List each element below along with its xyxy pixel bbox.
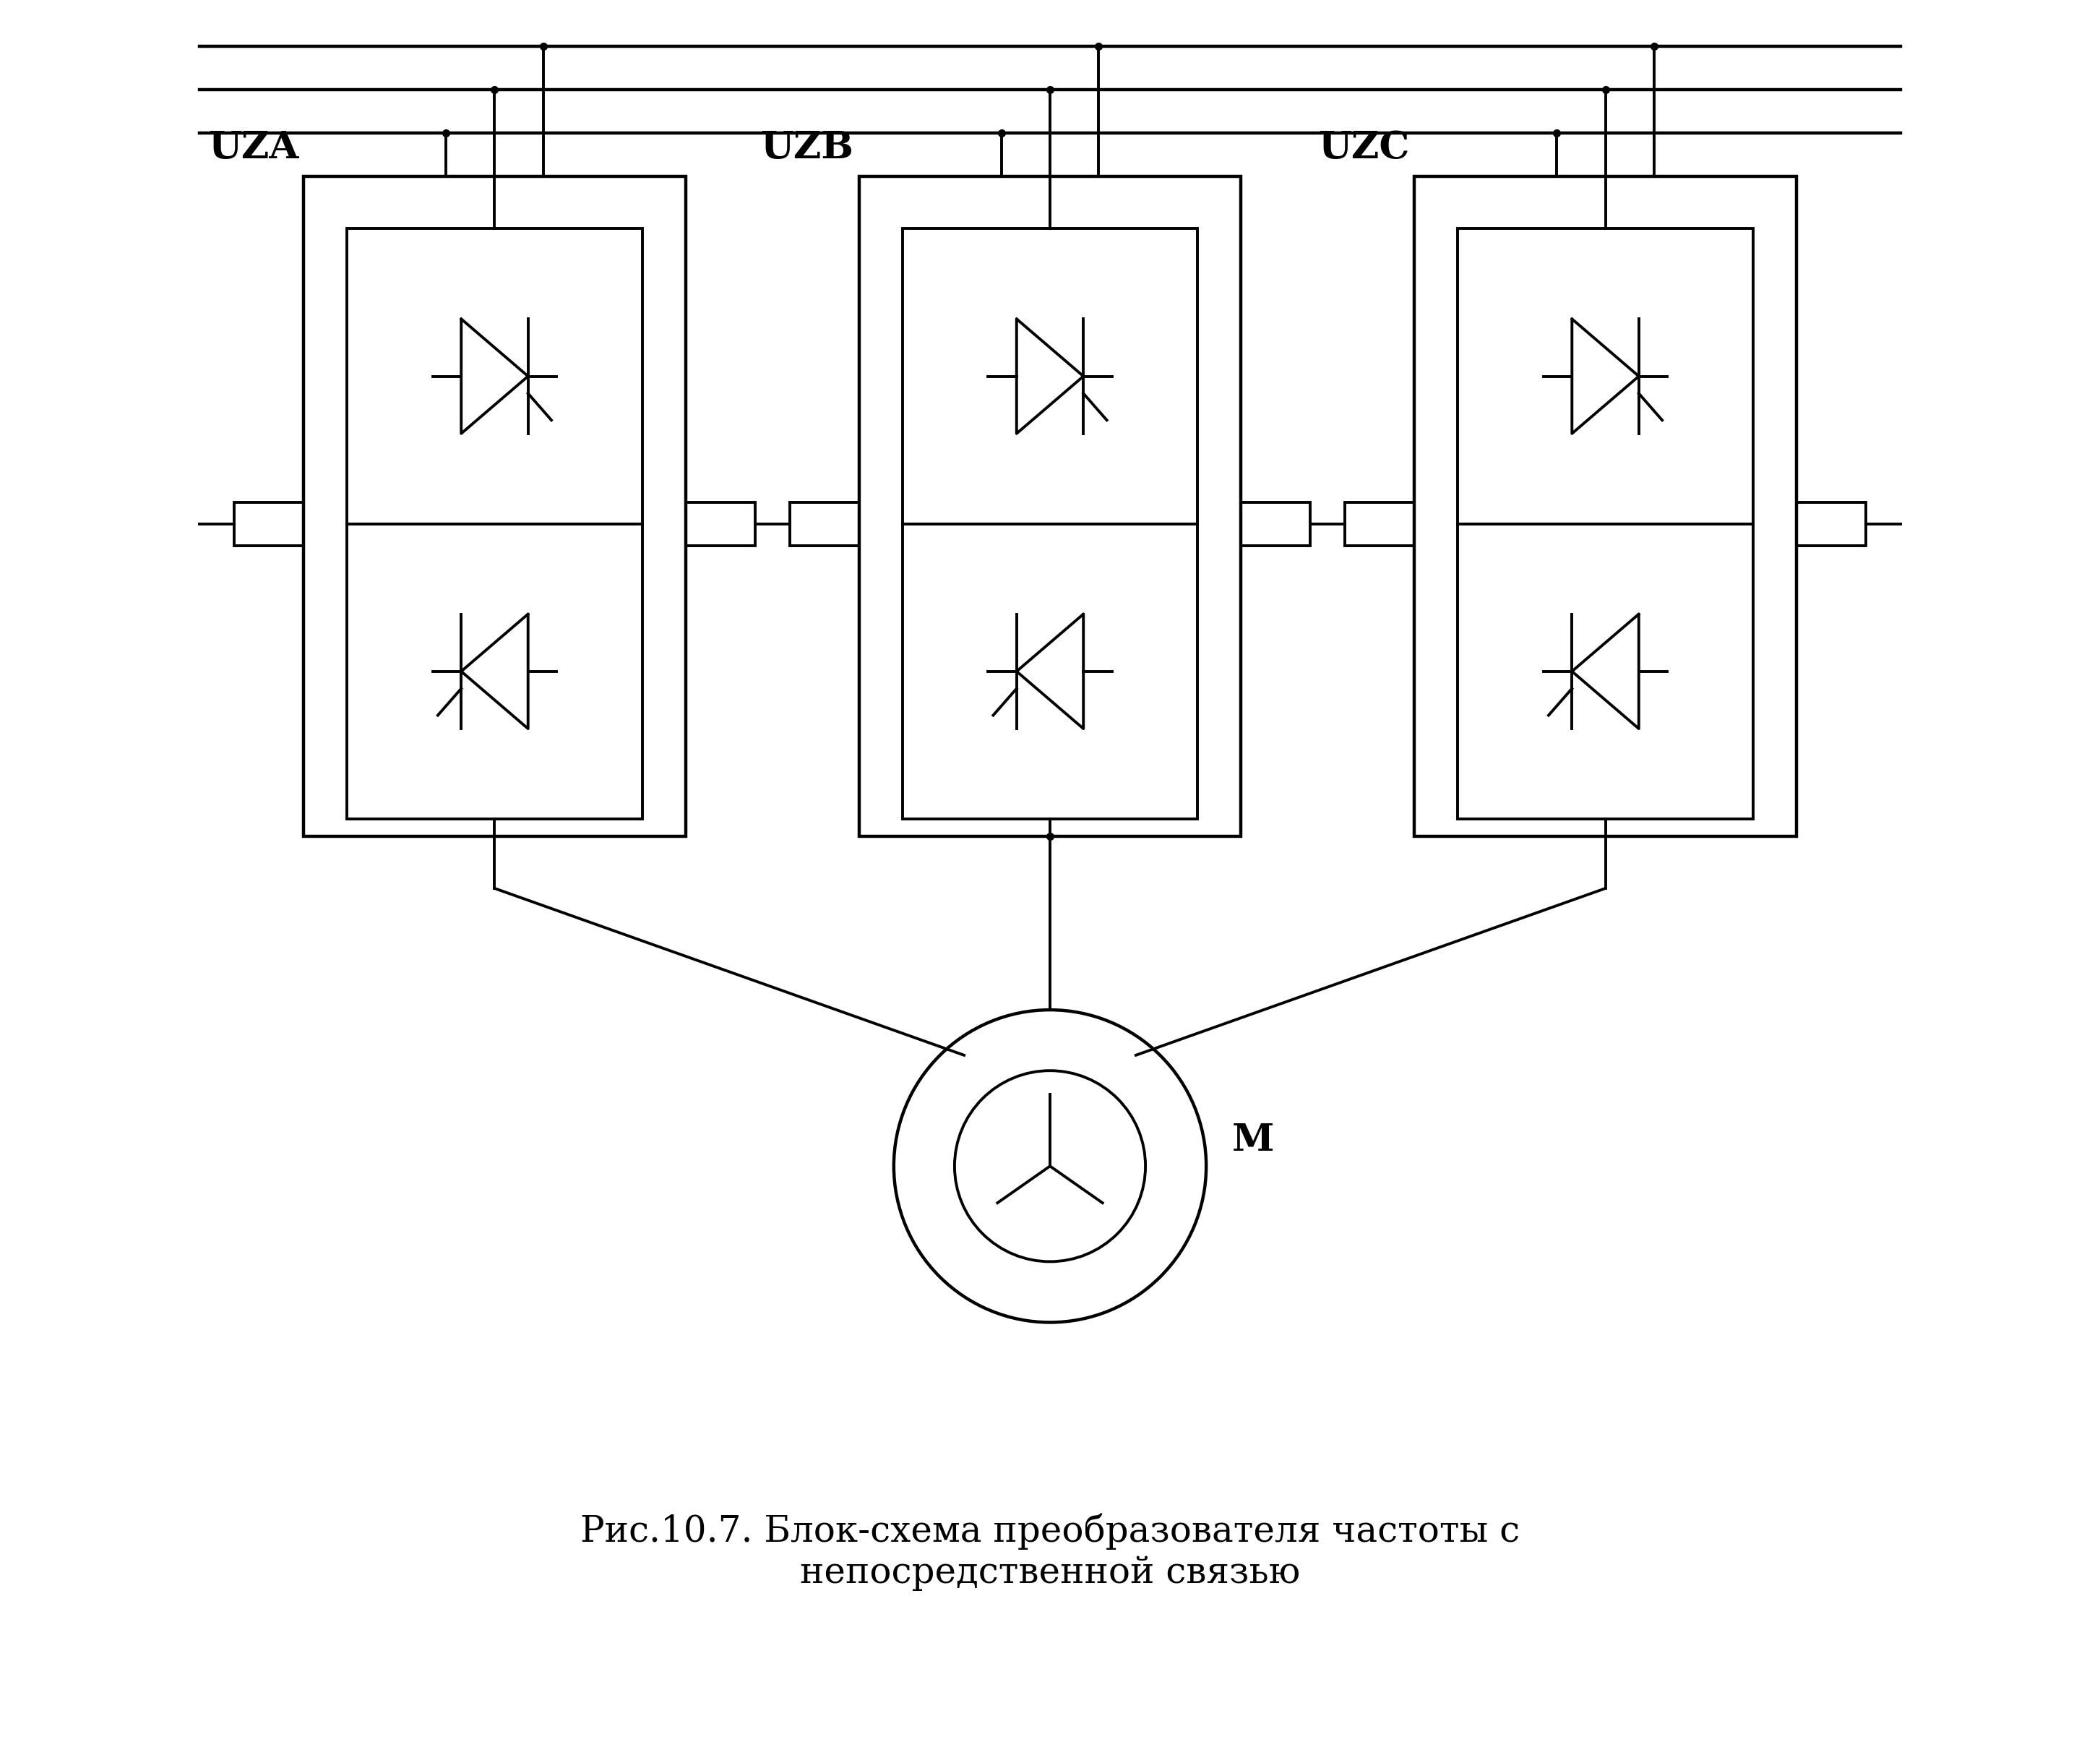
Bar	[1344, 502, 1415, 545]
Bar	[1457, 228, 1753, 524]
Bar	[903, 228, 1197, 524]
Text: UZA: UZA	[208, 129, 298, 165]
Bar	[235, 502, 304, 545]
Bar	[346, 228, 643, 524]
Bar	[685, 502, 756, 545]
Text: UZB: UZB	[760, 129, 855, 165]
Bar	[1457, 524, 1753, 819]
Bar	[1241, 502, 1310, 545]
Bar	[790, 502, 859, 545]
Bar	[1415, 176, 1796, 836]
Bar	[903, 524, 1197, 819]
Text: M: M	[1233, 1122, 1275, 1158]
Bar	[1796, 502, 1865, 545]
Bar	[859, 176, 1241, 836]
Bar	[304, 176, 685, 836]
Bar	[346, 524, 643, 819]
Text: Рис.10.7. Блок-схема преобразователя частоты с
непосредственной связью: Рис.10.7. Блок-схема преобразователя час…	[580, 1514, 1520, 1590]
Text: UZC: UZC	[1319, 129, 1409, 165]
